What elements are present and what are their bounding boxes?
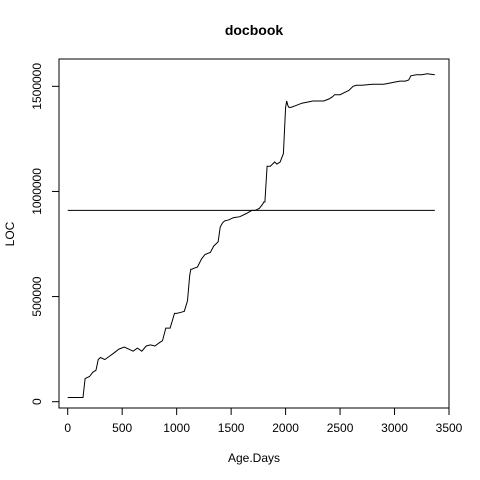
x-tick-label: 0: [64, 421, 71, 435]
x-tick-label: 3000: [381, 421, 408, 435]
x-tick-label: 2000: [272, 421, 299, 435]
x-axis: 0 500 1000 1500 2000 2500 3000 3500: [64, 408, 463, 435]
series-line-loc: [67, 73, 435, 398]
y-tick-label: 1500000: [30, 63, 44, 110]
plot-frame: [58, 58, 450, 409]
x-tick-label: 500: [112, 421, 132, 435]
y-axis: 0 500000 1000000 1500000: [30, 63, 59, 405]
x-tick-label: 2500: [327, 421, 354, 435]
y-tick-label: 500000: [30, 276, 44, 316]
y-axis-label: LOC: [3, 221, 17, 246]
chart-title: docbook: [225, 22, 284, 38]
y-tick-label: 1000000: [30, 168, 44, 215]
x-tick-label: 3500: [436, 421, 463, 435]
x-axis-label: Age.Days: [228, 451, 280, 465]
x-tick-label: 1000: [163, 421, 190, 435]
y-tick-label: 0: [30, 398, 44, 405]
x-tick-label: 1500: [218, 421, 245, 435]
